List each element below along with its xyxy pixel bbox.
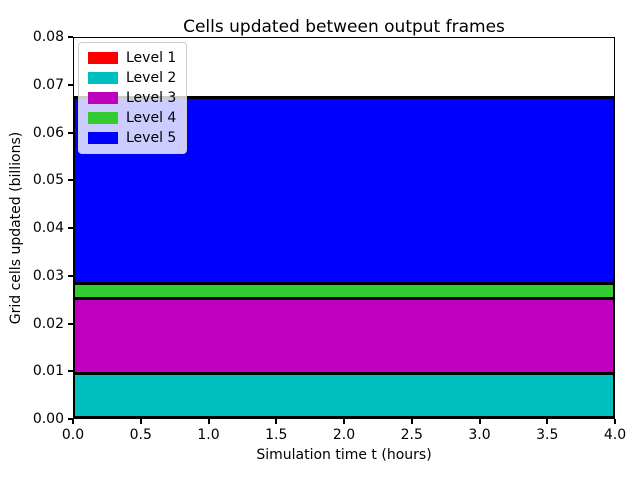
legend-swatch-icon (88, 92, 118, 104)
legend-swatch-icon (88, 112, 118, 124)
y-tick-mark (68, 322, 73, 325)
x-tick-label: 0.5 (129, 427, 152, 443)
legend-item-level-4: Level 4 (88, 108, 176, 128)
x-tick-label: 1.0 (197, 427, 220, 443)
y-tick-label: 0.05 (32, 172, 64, 189)
y-tick-label: 0.01 (32, 363, 64, 380)
x-tick-mark (614, 419, 616, 424)
x-tick-mark (139, 419, 142, 424)
x-tick-mark (478, 419, 481, 424)
legend-item-level-1: Level 1 (88, 48, 176, 68)
layer-edge (73, 281, 615, 285)
legend-swatch-icon (88, 52, 118, 64)
legend-label: Level 3 (126, 90, 177, 106)
x-axis-label: Simulation time t (hours) (256, 447, 432, 463)
x-tick-label: 2.0 (332, 427, 356, 443)
y-tick-mark (68, 370, 73, 373)
legend-item-level-2: Level 2 (88, 68, 176, 88)
y-tick-mark (68, 131, 73, 134)
x-tick-label: 3.5 (536, 427, 559, 443)
y-tick-mark (68, 227, 73, 229)
y-tick-mark (68, 418, 73, 420)
x-tick-label: 0.0 (61, 427, 85, 443)
legend: Level 1 Level 2 Level 3 Level 4 Level 5 (78, 42, 188, 154)
layer-edge (73, 372, 615, 376)
area-layer-level-3 (73, 298, 615, 374)
y-tick-label: 0.00 (32, 411, 64, 427)
x-tick-mark (410, 419, 413, 424)
x-tick-label: 3.0 (468, 427, 491, 443)
legend-label: Level 4 (126, 110, 177, 126)
x-tick-label: 4.0 (603, 427, 627, 443)
y-axis-label-text: Grid cells updated (billions) (8, 131, 24, 325)
legend-item-level-5: Level 5 (88, 128, 176, 148)
y-tick-mark (68, 36, 73, 38)
layer-edge (73, 297, 615, 301)
x-tick-label: 1.5 (265, 427, 288, 443)
y-tick-label: 0.03 (32, 267, 64, 284)
x-tick-label: 2.5 (400, 427, 423, 443)
x-tick-mark (546, 419, 549, 424)
legend-label: Level 2 (126, 70, 177, 86)
y-tick-label: 0.06 (32, 124, 64, 141)
y-tick-label: 0.04 (32, 220, 64, 236)
y-tick-label: 0.07 (32, 76, 64, 93)
legend-swatch-icon (88, 132, 118, 144)
x-tick-mark (207, 419, 210, 424)
legend-item-level-3: Level 3 (88, 88, 176, 108)
x-tick-mark (72, 419, 74, 424)
x-tick-mark (343, 419, 345, 424)
y-tick-mark (68, 83, 73, 86)
y-tick-label: 0.08 (32, 29, 64, 45)
chart-title: Cells updated between output frames (183, 17, 505, 37)
legend-label: Level 5 (126, 130, 177, 146)
y-tick-mark (68, 179, 73, 182)
y-tick-mark (68, 274, 73, 277)
plot-area: 0.00 0.01 0.02 0.03 0.04 0.05 0.06 0.07 0.08 0.0… (33, 29, 626, 443)
x-tick-mark (275, 419, 278, 424)
area-layer-level-2 (73, 373, 615, 419)
y-tick-label: 0.02 (32, 315, 64, 332)
legend-swatch-icon (88, 72, 118, 84)
legend-label: Level 1 (126, 50, 177, 66)
area-layer-level-4 (73, 283, 615, 299)
